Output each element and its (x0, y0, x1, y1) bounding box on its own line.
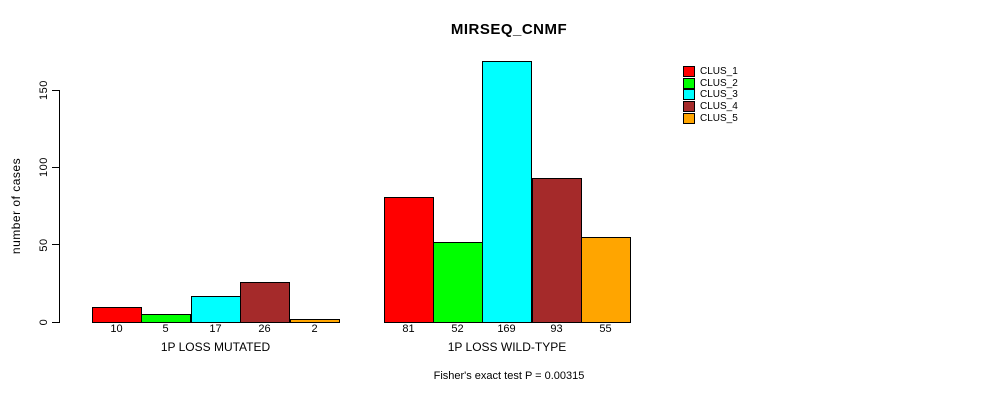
legend-label: CLUS_3 (700, 89, 738, 100)
legend-label: CLUS_2 (700, 78, 738, 89)
bar-value-label: 81 (402, 323, 415, 335)
chart-title: MIRSEQ_CNMF (450, 21, 568, 38)
bar-value-label: 10 (110, 323, 123, 335)
legend-label: CLUS_5 (700, 113, 738, 124)
bar-clus_4-1 (240, 282, 290, 323)
bar-value-label: 52 (451, 323, 464, 335)
bar-value-label: 169 (497, 323, 516, 335)
y-tick-mark (52, 321, 59, 323)
y-tick-label: 50 (38, 238, 50, 252)
x-group-label: 1P LOSS WILD-TYPE (447, 340, 567, 354)
y-axis-title: number of cases (9, 157, 23, 255)
bar-clus_1-1 (92, 307, 142, 323)
legend-swatch-icon (683, 66, 695, 77)
bar-clus_3-2 (482, 61, 532, 323)
bar-value-label: 26 (258, 323, 271, 335)
legend-swatch-icon (683, 78, 695, 89)
bar-value-label: 55 (599, 323, 612, 335)
fisher-test-footnote: Fisher's exact test P = 0.00315 (433, 370, 585, 382)
bar-clus_2-1 (141, 314, 191, 323)
bar-value-label: 5 (162, 323, 169, 335)
bar-value-label: 93 (550, 323, 563, 335)
legend: CLUS_1 CLUS_2 CLUS_3 CLUS_4 CLUS_5 (683, 66, 803, 128)
bar-value-label: 17 (209, 323, 222, 335)
bar-clus_3-1 (191, 296, 241, 323)
legend-swatch-icon (683, 89, 695, 100)
bar-clus_4-2 (532, 178, 582, 323)
bar-clus_1-2 (384, 197, 434, 323)
y-tick-label: 100 (38, 157, 50, 178)
bar-clus_5-2 (581, 237, 631, 323)
legend-label: CLUS_4 (700, 101, 738, 112)
y-tick-mark (52, 244, 59, 246)
y-tick-label: 0 (38, 318, 50, 326)
y-tick-label: 150 (38, 80, 50, 100)
y-axis-line (59, 90, 60, 323)
bar-clus_5-1 (290, 319, 340, 323)
bar-clus_2-2 (433, 242, 483, 323)
legend-label: CLUS_1 (700, 66, 738, 77)
x-group-label: 1P LOSS MUTATED (160, 340, 271, 354)
y-tick-mark (52, 166, 59, 168)
y-tick-mark (52, 89, 59, 91)
legend-swatch-icon (683, 113, 695, 124)
legend-swatch-icon (683, 101, 695, 112)
bar-value-label: 2 (311, 323, 318, 335)
